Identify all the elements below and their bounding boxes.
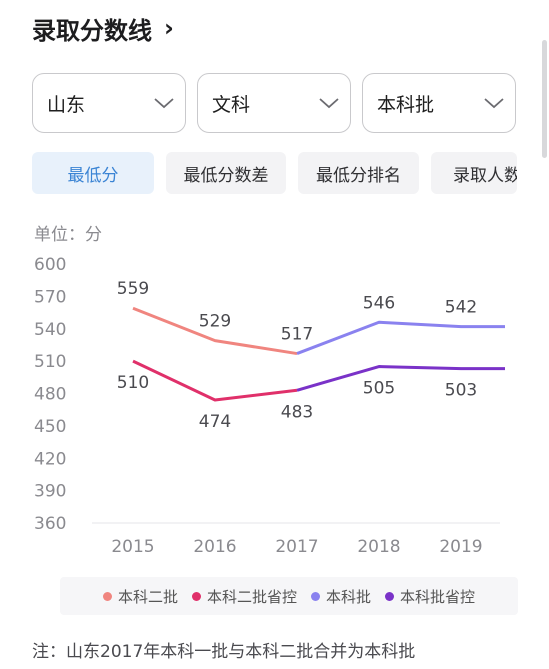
series-line: [296, 365, 505, 392]
x-tick-label: 2018: [357, 537, 400, 557]
data-label: 546: [363, 293, 395, 313]
section-header[interactable]: 录取分数线 ›: [32, 10, 174, 46]
legend-dot-icon: [311, 591, 320, 601]
y-tick-label: 600: [34, 255, 66, 275]
province-select[interactable]: 山东: [32, 73, 186, 133]
x-axis: 2015 2016 2017 2018 2019: [111, 537, 482, 557]
y-tick-label: 510: [34, 352, 66, 372]
data-label: 529: [199, 312, 231, 332]
x-tick-label: 2017: [275, 537, 318, 557]
legend-dot-icon: [191, 591, 201, 601]
legend-label: 本科二批: [117, 587, 178, 606]
chevron-right-icon[interactable]: ›: [164, 14, 174, 42]
chart-legend: 本科二批 本科二批省控 本科批 本科批省控: [60, 577, 518, 615]
data-label: 483: [281, 402, 313, 422]
page-title: 录取分数线: [32, 16, 152, 45]
data-label: 474: [199, 412, 231, 432]
data-labels: 559 529 517 510 474 483 546 542 505 503: [117, 279, 477, 432]
y-tick-label: 360: [34, 514, 66, 534]
subject-select[interactable]: 文科: [197, 73, 351, 133]
y-tick-label: 420: [34, 449, 66, 469]
tab-min-score-diff[interactable]: 最低分数差: [166, 152, 286, 194]
y-axis: 600 570 540 510 480 450 420 390 360: [34, 255, 500, 534]
tab-min-score[interactable]: 最低分: [32, 152, 154, 194]
scrollbar[interactable]: [542, 40, 547, 158]
y-tick-label: 570: [34, 287, 66, 307]
x-tick-label: 2016: [193, 537, 236, 557]
legend-dot-icon: [102, 591, 112, 601]
y-tick-label: 390: [34, 482, 66, 502]
subject-select-value: 文科: [212, 93, 251, 116]
y-tick-label: 450: [34, 417, 66, 437]
score-line-chart: 600 570 540 510 480 450 420 390 360 2015 2016 2017…: [34, 255, 505, 557]
data-label: 505: [363, 379, 395, 399]
y-tick-label: 540: [34, 320, 66, 340]
batch-select-value: 本科批: [377, 93, 435, 116]
y-tick-label: 480: [34, 385, 66, 405]
data-label: 542: [445, 298, 477, 318]
data-label: 559: [117, 279, 149, 299]
province-select-value: 山东: [47, 93, 86, 116]
legend-item[interactable]: 本科批: [311, 586, 371, 607]
series-line: [132, 359, 298, 402]
legend-label: 本科批: [326, 587, 372, 606]
legend-label: 本科二批省控: [206, 587, 297, 606]
tab-admission-count[interactable]: 录取人数: [431, 152, 517, 194]
series-line: [132, 306, 298, 356]
data-label: 510: [117, 373, 149, 393]
chevron-down-icon: [154, 98, 174, 109]
x-tick-label: 2019: [439, 537, 482, 557]
x-tick-label: 2015: [111, 537, 154, 557]
tab-min-score-rank[interactable]: 最低分排名: [298, 152, 419, 194]
unit-label: 单位：分: [34, 225, 102, 245]
footnote: 注：山东2017年本科一批与本科二批合并为本科批: [32, 642, 416, 662]
series-lines: [132, 306, 505, 402]
legend-item[interactable]: 本科二批: [102, 586, 178, 607]
series-line: [296, 320, 505, 355]
batch-select[interactable]: 本科批: [362, 73, 516, 133]
legend-item[interactable]: 本科批省控: [385, 586, 475, 607]
legend-item[interactable]: 本科二批省控: [191, 586, 297, 607]
data-label: 517: [281, 325, 313, 345]
legend-dot-icon: [385, 591, 395, 601]
chevron-down-icon: [319, 98, 339, 109]
legend-label: 本科批省控: [400, 587, 476, 606]
chevron-down-icon: [484, 98, 504, 109]
data-label: 503: [445, 381, 477, 401]
